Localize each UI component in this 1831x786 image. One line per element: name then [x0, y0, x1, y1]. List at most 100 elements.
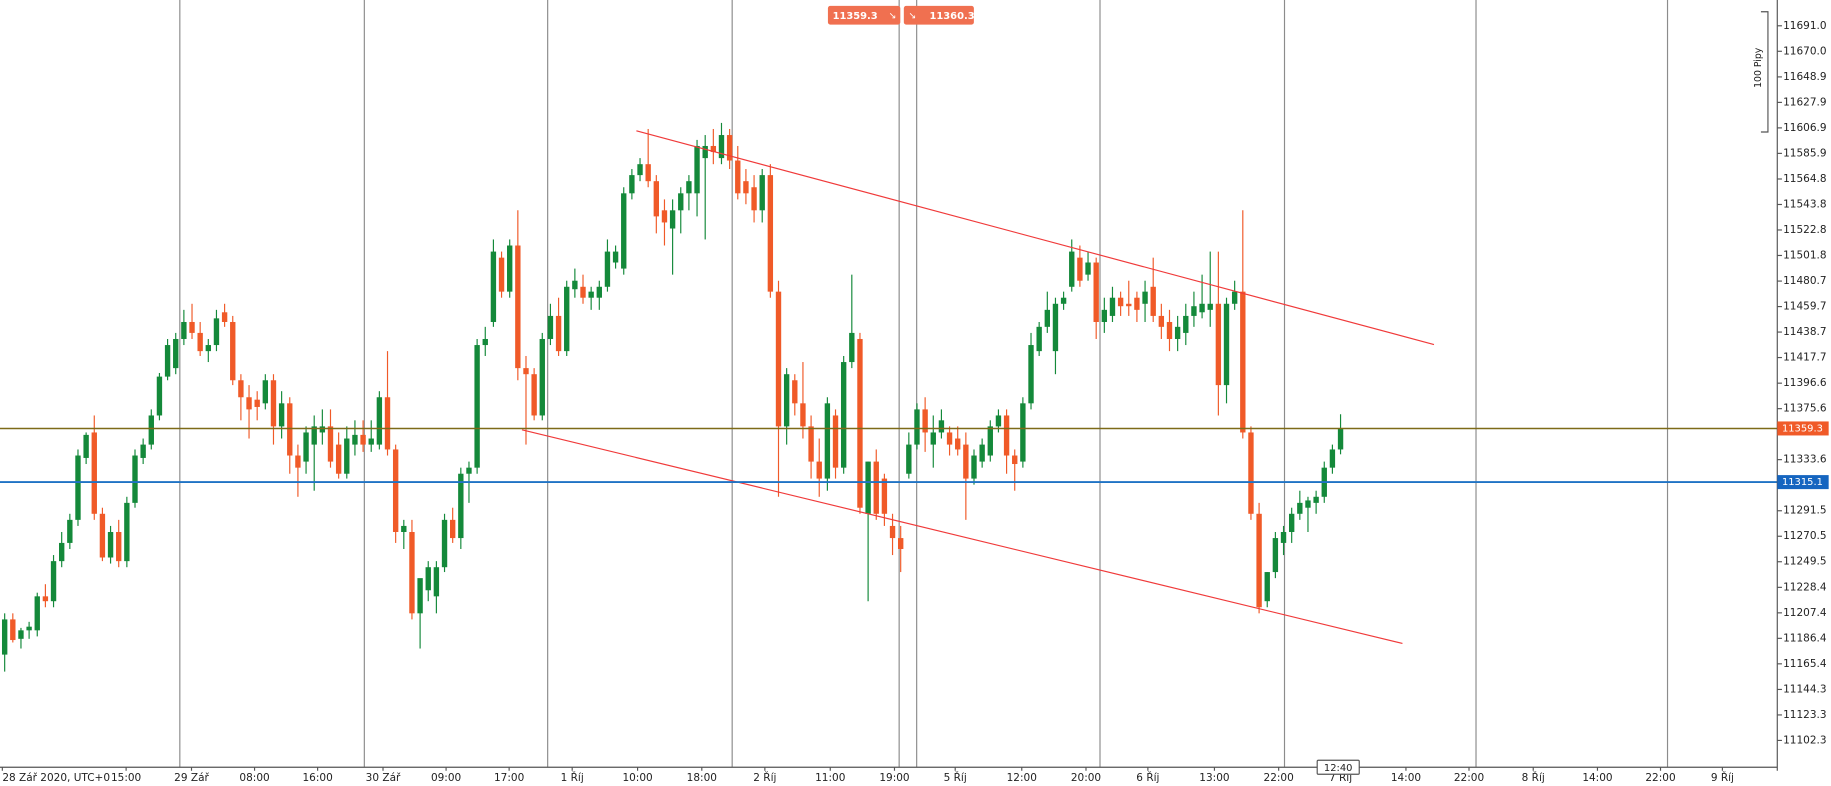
x-tick-label: 16:00	[302, 772, 332, 784]
candle-body	[588, 291, 594, 298]
candle-body	[515, 245, 521, 369]
candle-body	[344, 438, 350, 474]
candle-body	[1199, 303, 1205, 313]
candle-body	[840, 362, 847, 468]
scale-bracket	[1760, 11, 1769, 133]
candle-body	[156, 376, 163, 416]
candle-body	[783, 374, 790, 427]
trendline-upper	[636, 130, 1435, 346]
candle-body	[75, 455, 81, 520]
candle-body	[767, 175, 774, 292]
candle-body	[735, 160, 741, 194]
candle-body	[409, 531, 415, 614]
candle-body	[140, 444, 146, 458]
buy-arrow: ↘	[908, 10, 916, 21]
candle-body	[482, 338, 488, 346]
candle-body	[449, 519, 456, 539]
candle-body	[547, 315, 554, 339]
candle-body	[914, 409, 920, 445]
candle-body	[1003, 415, 1010, 456]
candle-body	[653, 181, 660, 217]
candle-body	[995, 415, 1002, 427]
y-tick-label: 11459.7	[1783, 301, 1826, 313]
candle-body	[759, 175, 765, 211]
y-tick-label: 11123.3	[1783, 709, 1826, 721]
x-tick-label: 29 Zář	[174, 772, 209, 784]
candle-body	[955, 438, 961, 450]
y-tick-label: 11606.9	[1783, 122, 1826, 134]
day-separators	[179, 0, 1669, 768]
candle-body	[474, 345, 480, 468]
candle-body	[335, 444, 342, 474]
candle-body	[580, 286, 586, 298]
candle-body	[800, 403, 806, 427]
y-tick-label: 11270.5	[1783, 530, 1826, 542]
x-tick-label: 09:00	[431, 772, 461, 784]
candle-body	[1297, 502, 1303, 514]
candle-body	[1240, 291, 1246, 433]
trendlines	[521, 130, 1435, 645]
y-tick-label: 11585.9	[1783, 147, 1826, 159]
candle-body	[1248, 432, 1254, 514]
ask-badge	[903, 5, 974, 25]
candle-body	[1337, 428, 1344, 450]
candle-body	[808, 426, 814, 462]
candle-body	[572, 280, 578, 290]
candle-body	[384, 397, 391, 450]
candles	[1, 122, 1344, 672]
candle-body	[181, 321, 187, 339]
price-badges: 11359.3 ↘ ↘ 11360.3	[827, 5, 975, 25]
candle-body	[1305, 500, 1311, 508]
alert-axis-label: 11315.1	[1782, 477, 1823, 488]
candle-body	[889, 525, 896, 539]
y-tick-label: 11396.6	[1783, 377, 1827, 389]
bid-price: 11359.3	[833, 11, 878, 22]
candle-body	[1142, 291, 1148, 304]
y-tick-label: 11670.0	[1783, 45, 1826, 57]
candle-body	[637, 164, 643, 176]
x-tick-label: 2 Říj	[753, 771, 776, 784]
alert-axis-badge	[1777, 475, 1829, 490]
candle-body	[1028, 345, 1034, 404]
candle-body	[1117, 297, 1124, 307]
x-tick-label: 8 Říj	[1522, 771, 1545, 784]
candle-body	[221, 312, 228, 322]
x-tick-label: 22:00	[1454, 772, 1484, 784]
candle-body	[18, 630, 24, 639]
x-tick-label: 17:00	[494, 772, 524, 784]
candle-body	[1158, 315, 1165, 327]
candle-body	[775, 291, 782, 427]
candle-body	[238, 380, 244, 398]
candle-body	[832, 415, 839, 468]
sell-arrow: ↘	[889, 10, 897, 21]
bid-axis-label: 11359.3	[1782, 423, 1823, 434]
candle-body	[930, 432, 936, 445]
y-tick-label: 11480.7	[1783, 275, 1826, 287]
candle-body	[376, 397, 383, 445]
candle-body	[368, 438, 374, 445]
candle-body	[865, 461, 871, 514]
candle-body	[10, 619, 16, 641]
candle-body	[857, 338, 863, 508]
candle-body	[1101, 309, 1108, 322]
candle-body	[213, 318, 220, 346]
candle-body	[718, 135, 725, 159]
candle-body	[1, 619, 8, 655]
candle-body	[50, 561, 57, 602]
candle-body	[1085, 262, 1091, 275]
candle-body	[629, 175, 635, 194]
candle-body	[270, 380, 277, 427]
x-tick-label: 13:00	[1199, 772, 1229, 784]
y-tick-label: 11543.8	[1783, 198, 1826, 210]
candle-body	[287, 403, 293, 456]
candle-body	[726, 135, 733, 161]
x-tick-label: 11:00	[815, 772, 845, 784]
candle-body	[816, 461, 822, 479]
y-tick-label: 11102.3	[1783, 734, 1826, 746]
candle-body	[946, 432, 953, 445]
candle-body	[507, 245, 513, 292]
candle-body	[189, 321, 195, 333]
candle-body	[164, 345, 171, 377]
candle-body	[1093, 262, 1099, 322]
